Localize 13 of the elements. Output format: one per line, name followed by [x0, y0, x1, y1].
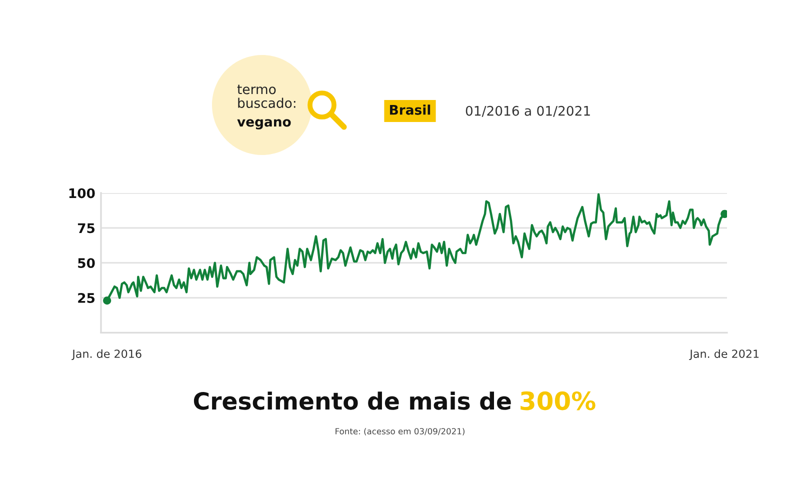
- x-tick-label: Jan. de 2016: [72, 349, 142, 360]
- text: termo buscado:: [237, 84, 296, 108]
- x-tick-label: Jan. de 2021: [689, 349, 759, 360]
- text: vegano: [237, 119, 291, 130]
- y-tick-label: 25: [78, 292, 95, 303]
- text: 300%: [520, 391, 596, 410]
- y-tick-label: 75: [78, 223, 95, 234]
- y-tick-label: 50: [78, 258, 95, 268]
- source-note: Fonte: (acesso em 03/09/2021): [336, 428, 464, 436]
- y-tick-label: 100: [69, 188, 95, 198]
- text: 01/2016 a 01/2021: [466, 106, 590, 117]
- text: Brasil: [390, 104, 430, 115]
- text: Crescimento de mais de: [194, 392, 511, 410]
